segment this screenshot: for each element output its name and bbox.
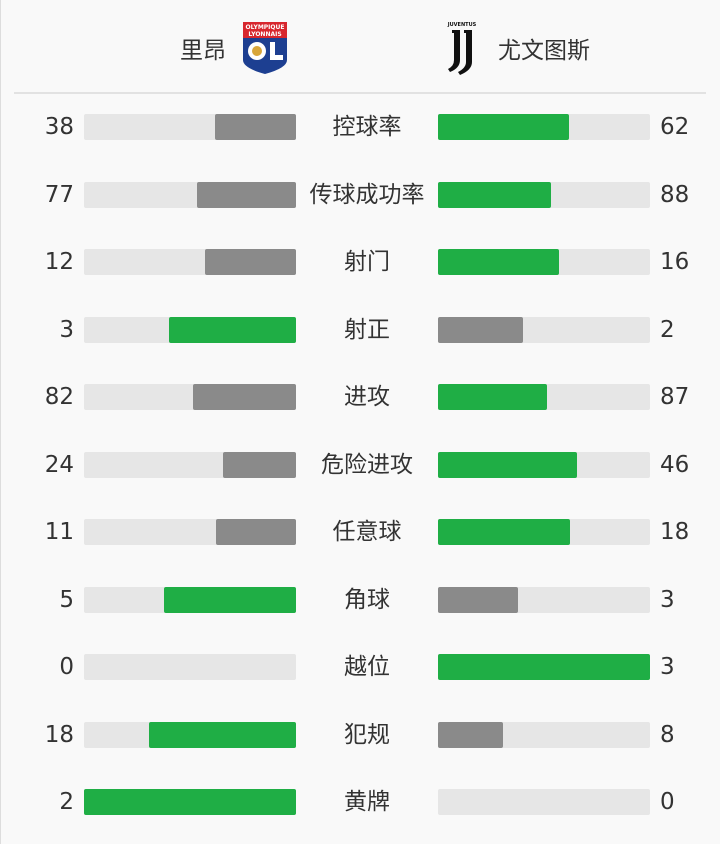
away-value: 8: [660, 721, 675, 748]
away-bar-fill: [438, 384, 548, 410]
away-bar-fill: [438, 654, 650, 680]
stat-row: 12 射门 16: [0, 247, 720, 277]
home-value: 5: [59, 586, 74, 613]
away-value: 16: [660, 249, 690, 275]
svg-text:JUVENTUS: JUVENTUS: [447, 22, 477, 28]
away-bar-track: [438, 451, 650, 478]
stat-label: 射门: [344, 249, 390, 275]
juventus-logo-icon: JUVENTUS: [447, 22, 477, 75]
home-bar-track: [84, 721, 296, 748]
stat-label: 黄牌: [344, 789, 390, 815]
away-bar-track: [438, 114, 650, 140]
stat-row: 77 传球成功率 88: [0, 180, 720, 210]
svg-text:LYONNAIS: LYONNAIS: [248, 31, 281, 38]
away-value: 3: [660, 654, 675, 680]
away-bar-track: [438, 586, 650, 613]
home-bar-fill: [205, 249, 296, 275]
home-value: 12: [44, 249, 74, 275]
home-bar-track: [84, 181, 296, 208]
home-value: 3: [59, 316, 74, 343]
stat-label: 控球率: [332, 114, 402, 140]
home-bar-fill: [215, 519, 296, 545]
away-bar-track: [438, 519, 650, 545]
home-value: 2: [59, 789, 74, 815]
away-bar-track: [438, 249, 650, 275]
home-value: 18: [44, 721, 74, 748]
away-team[interactable]: JUVENTUS 尤文图斯: [444, 22, 590, 75]
home-value: 0: [59, 654, 74, 680]
home-bar-fill: [197, 181, 296, 208]
home-bar-track: [84, 249, 296, 275]
away-bar-track: [438, 181, 650, 208]
stat-label: 越位: [344, 654, 390, 680]
home-bar-track: [84, 451, 296, 478]
stat-row: 82 进攻 87: [0, 382, 720, 412]
left-edge: [0, 0, 1, 844]
stat-row: 38 控球率 62: [0, 112, 720, 142]
stat-row: 0 越位 3: [0, 652, 720, 682]
away-bar-fill: [438, 316, 523, 343]
away-value: 18: [660, 519, 690, 545]
home-bar-fill: [149, 721, 296, 748]
home-bar-fill: [223, 451, 296, 478]
home-value: 77: [44, 181, 74, 208]
away-bar-fill: [438, 114, 570, 140]
match-header: 里昂 OLYMPIQUE LYONNAIS JUVENTUS 尤文图斯: [0, 0, 720, 93]
stat-label: 传球成功率: [309, 181, 425, 208]
stat-row: 3 射正 2: [0, 315, 720, 345]
home-bar-track: [84, 316, 296, 343]
stat-row: 5 角球 3: [0, 585, 720, 615]
home-value: 11: [44, 519, 74, 545]
home-bar-fill: [163, 586, 296, 613]
stat-label: 角球: [344, 586, 390, 613]
olympique-lyonnais-crest-icon: OLYMPIQUE LYONNAIS: [243, 22, 287, 74]
stat-label: 任意球: [332, 519, 402, 545]
away-bar-fill: [438, 586, 518, 613]
away-bar-fill: [438, 721, 504, 748]
home-bar-track: [84, 519, 296, 545]
away-bar-fill: [438, 451, 578, 478]
away-value: 87: [660, 384, 690, 410]
home-bar-fill: [84, 789, 296, 815]
away-bar-track: [438, 789, 650, 815]
stat-row: 24 危险进攻 46: [0, 450, 720, 480]
stat-label: 危险进攻: [321, 451, 413, 478]
away-team-name: 尤文图斯: [498, 38, 590, 64]
home-bar-track: [84, 789, 296, 815]
home-bar-fill: [215, 114, 296, 140]
away-bar-track: [438, 384, 650, 410]
away-bar-fill: [438, 519, 570, 545]
stat-row: 11 任意球 18: [0, 517, 720, 547]
away-bar-track: [438, 721, 650, 748]
divider: [14, 92, 706, 94]
away-value: 3: [660, 586, 675, 613]
home-value: 38: [44, 114, 74, 140]
stat-row: 18 犯规 8: [0, 720, 720, 750]
home-value: 82: [44, 384, 74, 410]
home-bar-fill: [193, 384, 296, 410]
home-bar-track: [84, 384, 296, 410]
home-team-name: 里昂: [180, 38, 226, 64]
home-value: 24: [44, 451, 74, 478]
away-bar-track: [438, 316, 650, 343]
away-value: 2: [660, 316, 675, 343]
away-bar-fill: [438, 181, 552, 208]
svg-text:OLYMPIQUE: OLYMPIQUE: [245, 24, 284, 31]
away-value: 46: [660, 451, 690, 478]
stat-label: 进攻: [344, 384, 390, 410]
away-value: 0: [660, 789, 675, 815]
home-bar-track: [84, 654, 296, 680]
away-value: 88: [660, 181, 690, 208]
stat-row: 2 黄牌 0: [0, 787, 720, 817]
home-team[interactable]: 里昂 OLYMPIQUE LYONNAIS: [180, 22, 290, 74]
stat-label: 射正: [344, 316, 390, 343]
stat-label: 犯规: [344, 721, 390, 748]
away-value: 62: [660, 114, 690, 140]
away-bar-track: [438, 654, 650, 680]
home-bar-track: [84, 586, 296, 613]
home-bar-fill: [168, 316, 296, 343]
home-bar-track: [84, 114, 296, 140]
away-bar-fill: [438, 249, 560, 275]
